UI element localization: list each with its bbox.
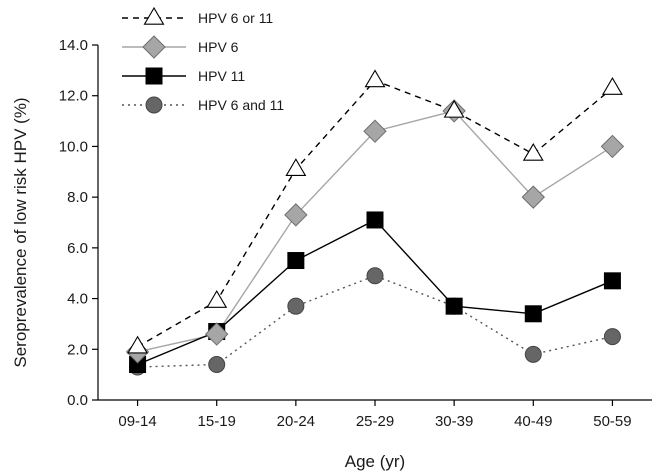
- data-point: [603, 328, 621, 346]
- x-tick-label: 25-29: [356, 413, 394, 430]
- x-tick-label: 20-24: [277, 413, 315, 430]
- data-point: [366, 211, 384, 229]
- data-point: [205, 322, 229, 346]
- x-tick-label: 30-39: [435, 413, 473, 430]
- series-markers-2: [129, 211, 621, 373]
- legend-item: HPV 6 or 11: [122, 6, 273, 26]
- x-tick-label: 09-14: [118, 413, 156, 430]
- y-tick-label: 4.0: [67, 291, 88, 308]
- data-point: [522, 142, 544, 161]
- y-tick-label: 8.0: [67, 189, 88, 206]
- y-tick-label: 2.0: [67, 341, 88, 358]
- y-tick-label: 12.0: [59, 88, 88, 105]
- legend-label: HPV 6 and 11: [198, 97, 284, 113]
- legend-item: HPV 6: [122, 35, 239, 59]
- y-axis-title: Seroprevalence of low risk HPV (%): [11, 97, 30, 367]
- data-point: [364, 69, 386, 88]
- data-point: [208, 356, 226, 373]
- x-tick-label: 50-59: [593, 413, 631, 430]
- data-point: [443, 99, 465, 118]
- data-point: [524, 345, 542, 363]
- y-tick-label: 6.0: [67, 240, 88, 257]
- x-tick-label: 40-49: [514, 413, 552, 430]
- x-tick-label: 15-19: [198, 413, 236, 430]
- data-point: [284, 203, 308, 227]
- y-tick-label: 14.0: [59, 37, 88, 54]
- data-point: [285, 158, 307, 176]
- data-point: [287, 297, 305, 315]
- axes: 0.0 2.0 4.0 6.0 8.0 10.0 12.0 14.0 09-14 15-19 20-…: [59, 37, 652, 430]
- legend-marker: [143, 6, 165, 25]
- y-tick-label: 10.0: [59, 138, 88, 155]
- y-tick-label: 0.0: [67, 392, 88, 409]
- series-markers-3: [129, 267, 621, 376]
- series-markers-1: [125, 99, 625, 364]
- data-point: [287, 252, 305, 270]
- data-point: [363, 119, 387, 143]
- legend-marker: [145, 96, 163, 114]
- legend-marker: [145, 67, 163, 85]
- data-point: [206, 290, 228, 308]
- legend: HPV 6 or 11 HPV 6 HPV 11 HPV 6 and 11: [122, 6, 284, 114]
- data-point: [127, 335, 149, 354]
- data-point: [521, 185, 545, 209]
- data-point: [366, 267, 384, 285]
- data-point: [524, 305, 542, 323]
- series-2: [137, 219, 613, 366]
- data-point: [601, 77, 623, 95]
- legend-item: HPV 11: [122, 67, 245, 85]
- legend-item: HPV 6 and 11: [122, 96, 284, 114]
- data-point: [445, 297, 463, 315]
- series-layer: [125, 69, 625, 376]
- legend-marker: [142, 35, 166, 59]
- data-point: [603, 272, 621, 290]
- legend-label: HPV 6: [198, 39, 239, 55]
- series-markers-0: [127, 69, 623, 354]
- legend-label: HPV 6 or 11: [198, 10, 273, 26]
- legend-label: HPV 11: [198, 68, 245, 84]
- series-line: [137, 219, 613, 366]
- x-axis-title: Age (yr): [345, 452, 405, 471]
- data-point: [600, 134, 625, 159]
